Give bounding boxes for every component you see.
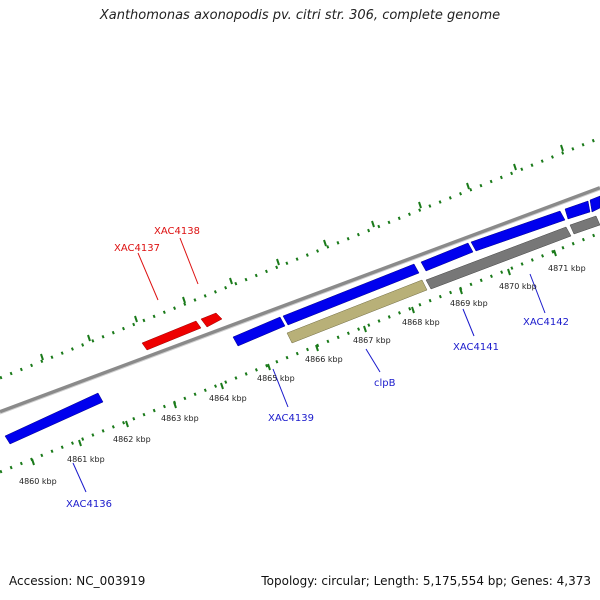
gene-XAC4137[interactable] (141, 320, 202, 351)
backbone-inner (0, 189, 600, 415)
gene-XAC4139[interactable] (232, 316, 286, 347)
gene-XAC4136[interactable] (4, 392, 104, 445)
gene-grey-1[interactable] (425, 226, 572, 290)
kbp-label: 4862 kbp (113, 435, 151, 444)
major-ticks (31, 144, 564, 466)
gene-right-2[interactable] (589, 195, 600, 213)
kbp-label: 4866 kbp (305, 355, 343, 364)
gene-label-XAC4139[interactable]: XAC4139 (268, 413, 314, 424)
kbp-label: 4861 kbp (67, 455, 105, 464)
accession-text: Accession: NC_003919 (9, 574, 146, 588)
kbp-label: 4860 kbp (19, 477, 57, 486)
kbp-label: 4863 kbp (161, 414, 199, 423)
kbp-label: 4869 kbp (450, 299, 488, 308)
gene-label-XAC4137[interactable]: XAC4137 (114, 243, 160, 254)
gene-large-1[interactable] (282, 263, 420, 326)
gene-clpB[interactable] (286, 279, 428, 344)
kbp-label: 4867 kbp (353, 336, 391, 345)
lower-tick-track (0, 231, 600, 474)
gene-label-XAC4136[interactable]: XAC4136 (66, 499, 112, 510)
backbone-outer (0, 186, 600, 414)
gene-label-XAC4138[interactable]: XAC4138 (154, 226, 200, 237)
gene-XAC4141[interactable] (420, 242, 474, 272)
gene-XAC4142[interactable] (470, 210, 566, 252)
kbp-label: 4864 kbp (209, 394, 247, 403)
kbp-label: 4868 kbp (402, 318, 440, 327)
gene-label-XAC4142[interactable]: XAC4142 (523, 317, 569, 328)
genome-title: Xanthomonas axonopodis pv. citri str. 30… (99, 8, 501, 23)
kbp-label: 4870 kbp (499, 282, 537, 291)
gene-right-1[interactable] (564, 200, 591, 220)
gene-label-leaders (72, 237, 546, 493)
gene-XAC4138[interactable] (200, 312, 223, 328)
kbp-label: 4871 kbp (548, 264, 586, 273)
kbp-label: 4865 kbp (257, 374, 295, 383)
gene-label-clpB[interactable]: clpB (374, 378, 396, 389)
topology-text: Topology: circular; Length: 5,175,554 bp… (261, 574, 591, 588)
gene-grey-2[interactable] (569, 215, 600, 235)
gene-label-XAC4141[interactable]: XAC4141 (453, 342, 499, 353)
